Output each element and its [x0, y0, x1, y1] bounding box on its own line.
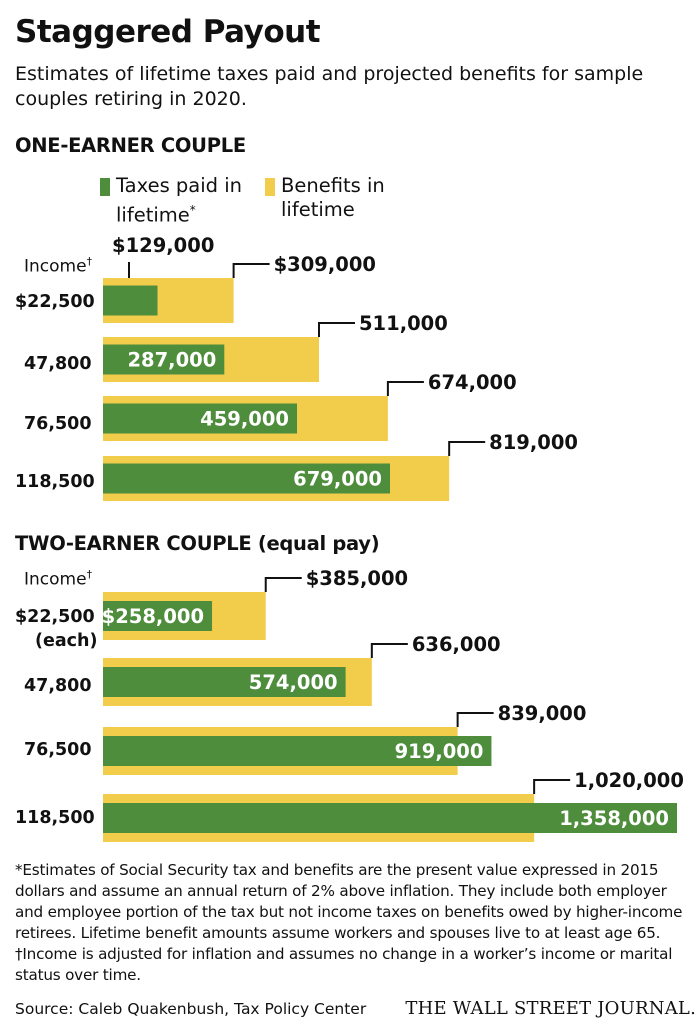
taxes-value-label-two-2: 919,000 [395, 740, 484, 763]
benefits-value-label-two-1: 636,000 [412, 633, 501, 656]
benefits-value-label-two-2: 839,000 [498, 702, 587, 725]
taxes-value-label-one-2: 459,000 [200, 408, 289, 431]
taxes-bar-two-3 [103, 803, 677, 833]
benefits-leader-two-2 [456, 712, 494, 727]
benefits-leader-one-3 [448, 441, 486, 456]
benefits-value-label-one-1: 511,000 [359, 312, 448, 335]
taxes-bar-two-1 [103, 667, 346, 697]
legend-taxes-swatch [100, 178, 110, 196]
benefits-leader-two-1 [370, 643, 408, 658]
taxes-value-label-one-1: 287,000 [127, 349, 216, 372]
chart-title: Staggered Payout [15, 14, 321, 50]
benefits-leader-one-1 [317, 322, 355, 337]
section-title-two-earner: TWO-EARNER COUPLE (equal pay) [15, 532, 380, 555]
row-label-two-each: (each) [35, 631, 98, 651]
bar-chart-canvas: $309,000 $129,000 511,000 287,000 674,000 459… [102, 234, 684, 842]
taxes-bar-two-2 [103, 736, 492, 766]
taxes-value-label-two-3: 1,358,000 [559, 807, 669, 830]
benefits-leader-one-0 [232, 263, 270, 278]
taxes-bar-one-1 [103, 344, 225, 375]
footnote-estimates: *Estimates of Social Security tax and be… [15, 861, 683, 942]
taxes-value-label-two-0: $258,000 [102, 605, 204, 628]
row-label-two-76500: 76,500 [24, 740, 92, 760]
income-header-mark: † [86, 255, 93, 268]
benefits-value-label-one-2: 674,000 [428, 371, 517, 394]
income-header-two-earner: Income† [24, 568, 92, 590]
benefits-value-label-two-0: $385,000 [306, 567, 408, 590]
legend-taxes-label: Taxes paid in lifetime* [116, 174, 256, 228]
row-label-two-22500: $22,500 [15, 607, 95, 627]
taxes-value-label-one-3: 679,000 [293, 468, 382, 491]
row-label-one-118500: 118,500 [15, 472, 95, 492]
taxes-bar-one-2 [103, 403, 298, 434]
benefits-leader-one-2 [386, 381, 424, 396]
legend-taxes-footnote-mark: * [189, 203, 196, 217]
section-title-one-earner: ONE-EARNER COUPLE [15, 134, 246, 157]
income-header-text: Income [24, 569, 87, 590]
benefits-leader-two-3 [533, 779, 571, 794]
footnotes: *Estimates of Social Security tax and be… [15, 860, 695, 986]
benefits-value-label-one-3: 819,000 [489, 431, 578, 454]
chart-subtitle: Estimates of lifetime taxes paid and pro… [15, 63, 644, 110]
row-label-two-118500: 118,500 [15, 808, 95, 828]
row-label-one-22500: $22,500 [15, 292, 95, 312]
publisher-logo: THE WALL STREET JOURNAL. [405, 998, 696, 1019]
taxes-value-label-one-0: $129,000 [112, 234, 214, 257]
row-label-one-76500: 76,500 [24, 414, 92, 434]
taxes-bar-two-0 [103, 601, 213, 631]
benefits-leader-two-0 [264, 577, 302, 592]
source-credit: Source: Caleb Quakenbush, Tax Policy Cen… [15, 1000, 367, 1018]
income-header-one-earner: Income† [24, 255, 92, 277]
legend-benefits-swatch [265, 178, 275, 196]
taxes-bar-one-3 [103, 463, 390, 494]
row-label-one-47800: 47,800 [24, 354, 92, 374]
benefits-value-label-two-3: 1,020,000 [574, 769, 684, 792]
taxes-bar-one-0 [103, 285, 158, 316]
income-header-text: Income [24, 256, 87, 277]
taxes-value-label-two-1: 574,000 [249, 671, 338, 694]
benefits-value-label-one-0: $309,000 [274, 253, 376, 276]
income-header-mark: † [86, 568, 93, 581]
footnote-income: †Income is adjusted for inflation and as… [15, 945, 673, 984]
legend-benefits-label: Benefits in lifetime [281, 174, 385, 221]
row-label-two-47800: 47,800 [24, 676, 92, 696]
legend-taxes-text: Taxes paid in lifetime [116, 174, 243, 227]
